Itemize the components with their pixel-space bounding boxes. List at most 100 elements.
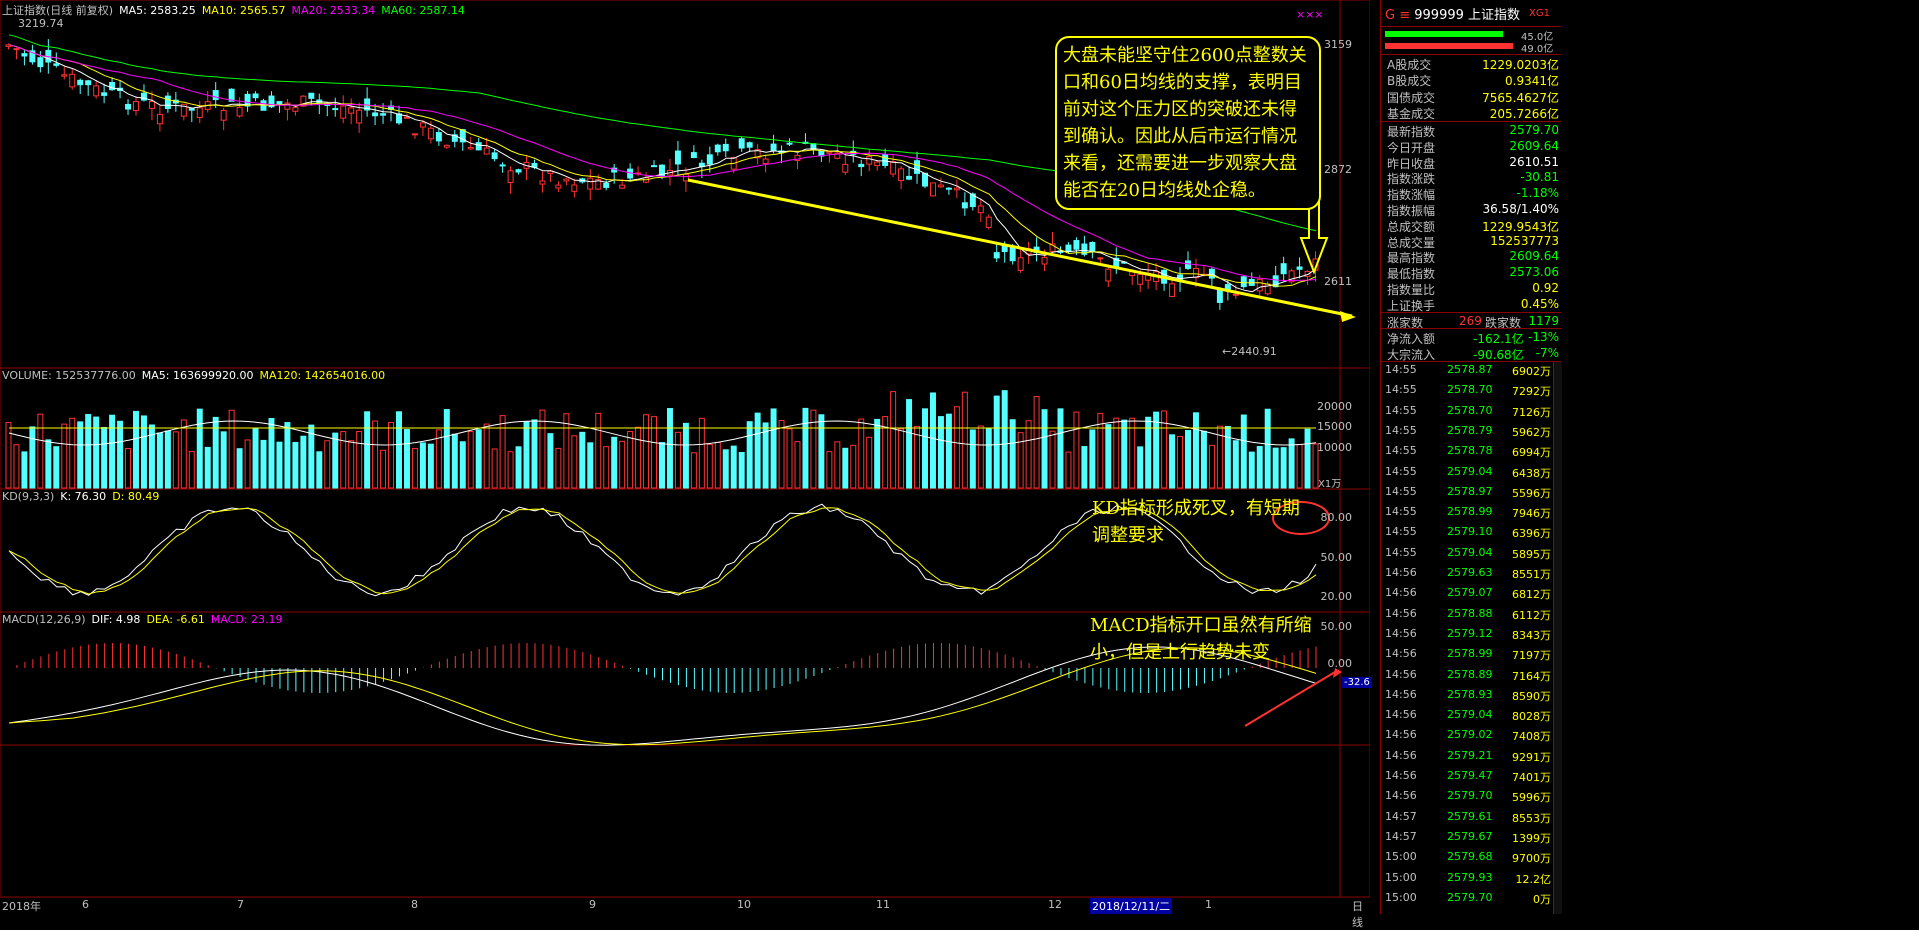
candle-body (140, 92, 147, 101)
ma5-legend: MA5: 2583.25 (119, 4, 196, 17)
volume-bar (435, 429, 442, 489)
volume-ma5: MA5: 163699920.00 (141, 369, 254, 382)
macd-dea: DEA: -6.61 (146, 613, 205, 626)
tick-volume: 5895万 (1512, 547, 1551, 561)
volume-bar (451, 433, 458, 489)
volume-bar (93, 416, 100, 489)
volume-bar (140, 415, 147, 489)
volume-bar (133, 410, 139, 489)
candle-body (1296, 266, 1303, 270)
volume-bar (906, 399, 913, 489)
candle-body (1105, 268, 1112, 282)
tick-row: 14:55 2578.70 7126万 (1381, 404, 1561, 420)
tick-volume: 7292万 (1512, 385, 1551, 399)
volume-bar (722, 449, 729, 489)
tick-row: 14:56 2578.88 6112万 (1381, 607, 1561, 623)
volume-bar (244, 439, 251, 489)
tick-row: 14:55 2579.04 5895万 (1381, 546, 1561, 562)
ma10-line (8, 44, 1317, 287)
tick-row: 14:56 2579.02 7408万 (1381, 728, 1561, 744)
stat-value: 7565.4627亿 (1482, 90, 1559, 105)
volume-bar (491, 448, 498, 489)
stat-label: 指数涨幅 (1387, 188, 1436, 203)
candle-body (467, 146, 474, 150)
main-annotation-box: 大盘未能坚守住2600点整数关口和60日均线的支撑，表明目前对这个压力区的突破还… (1055, 36, 1321, 210)
candle-body (236, 106, 243, 117)
volume-bar (1256, 445, 1263, 489)
volume-bar (5, 422, 12, 489)
tick-price: 2578.70 (1447, 383, 1493, 397)
macd-name: MACD(12,26,9) (2, 613, 86, 626)
flow-amount: -162.1亿 (1473, 332, 1524, 346)
tick-price: 2579.21 (1447, 748, 1493, 762)
tick-scrollbar[interactable] (1553, 362, 1562, 914)
volume-bar (1089, 429, 1096, 489)
volume-bar (539, 409, 546, 489)
volume-bar (164, 430, 171, 489)
candle-body (1169, 283, 1176, 297)
volume-bar (117, 420, 124, 489)
candle-body (906, 175, 913, 180)
candle-body (188, 108, 195, 111)
tick-price: 2579.70 (1447, 890, 1493, 904)
volume-bar (1192, 412, 1199, 489)
tick-price: 2579.02 (1447, 728, 1493, 742)
stat-value: 0.92 (1532, 281, 1559, 295)
index-stat-row: 昨日收盘 2610.51 (1381, 155, 1561, 171)
price-header: 上证指数(日线 前复权) MA5: 2583.25 MA10: 2565.57 MA2… (2, 2, 471, 18)
candle-body (164, 95, 171, 110)
volume-bar (969, 429, 976, 489)
volume-bar (364, 411, 371, 489)
volume-bar (148, 424, 155, 489)
stat-label: 国债成交 (1387, 90, 1436, 105)
volume-bar (1041, 409, 1048, 489)
candle-body (826, 151, 833, 154)
volume-bar (396, 411, 402, 489)
volume-bar (1105, 424, 1112, 489)
candle-body (340, 105, 347, 119)
sell-strength-value: 49.0亿 (1521, 44, 1554, 55)
candle-body (571, 184, 578, 192)
candle-body (603, 182, 610, 188)
tick-row: 15:00 2579.93 12.2亿 (1381, 871, 1561, 887)
tick-row: 14:55 2578.70 7292万 (1381, 383, 1561, 399)
tick-time: 14:56 (1385, 769, 1417, 782)
candle-body (722, 143, 729, 152)
tick-volume: 9291万 (1512, 750, 1551, 764)
candle-body (1073, 240, 1080, 250)
quote-prefix[interactable]: G ≡ (1385, 8, 1411, 23)
candle-body (1081, 243, 1088, 255)
volume-bar (284, 422, 291, 489)
candle-body (411, 133, 418, 136)
quote-code: 999999 (1414, 8, 1464, 23)
candle-body (754, 149, 761, 159)
tick-price: 2578.88 (1447, 606, 1493, 620)
candle-body (786, 142, 793, 145)
volume-bar (977, 425, 984, 489)
candle-body (1288, 270, 1295, 283)
divider (1381, 121, 1561, 122)
period-label[interactable]: 日线 (1352, 900, 1363, 929)
kd-death-cross-circle (1272, 501, 1330, 535)
date-label-2018: 2018年 (2, 900, 41, 913)
index-stat-row: 最新指数 2579.70 (1381, 123, 1561, 139)
volume-bar (810, 409, 817, 489)
tick-time: 14:55 (1385, 383, 1417, 397)
tick-time: 14:56 (1385, 789, 1417, 803)
candle-body (212, 90, 219, 101)
ma20-legend: MA20: 2533.34 (291, 4, 376, 17)
volume-bar (531, 419, 538, 489)
ma5-line (8, 44, 1317, 293)
volume-bar (13, 444, 20, 489)
candle-body (507, 170, 514, 183)
volume-bar (109, 414, 116, 489)
volume-bar (1073, 411, 1080, 489)
candle-body (746, 142, 753, 148)
divider (1381, 26, 1561, 27)
candle-body (922, 172, 928, 187)
window-controls[interactable]: ××× (1296, 8, 1324, 21)
kline-chart[interactable]: 上证指数(日线 前复权) MA5: 2583.25 MA10: 2565.57 MA2… (0, 0, 1372, 929)
stat-value: 0.45% (1520, 296, 1559, 311)
volume-bar (929, 392, 936, 489)
candle-body (228, 88, 235, 102)
